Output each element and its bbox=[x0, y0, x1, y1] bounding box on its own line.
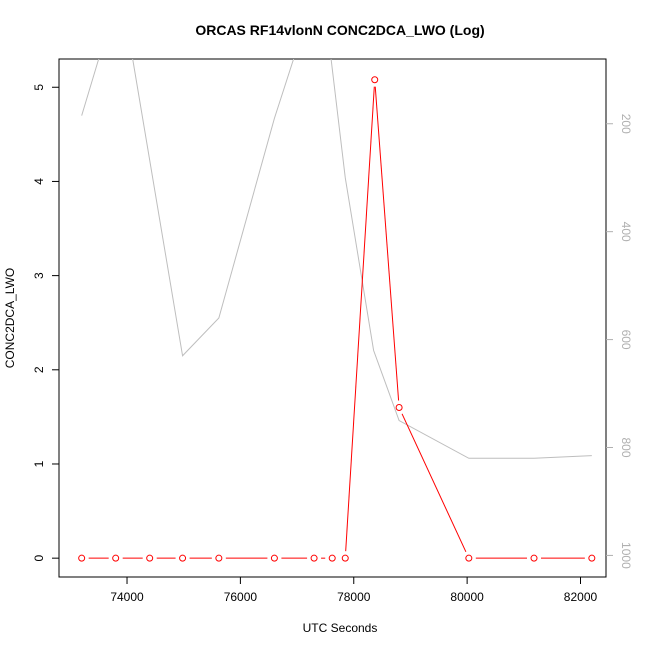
series-0-point-0 bbox=[78, 554, 86, 562]
series-0-point-3 bbox=[179, 554, 187, 562]
y-axis-label: CONC2DCA_LWO bbox=[3, 268, 17, 368]
y2-tick-label-3: 800 bbox=[619, 437, 633, 457]
series-0-point-11 bbox=[465, 554, 473, 562]
series-0-point-10 bbox=[395, 403, 403, 411]
y-tick-label-5: 5 bbox=[32, 84, 46, 91]
y2-tick-label-1: 400 bbox=[619, 222, 633, 242]
x-tick-label-0: 74000 bbox=[110, 590, 144, 604]
y-axis: 0 1 2 3 4 5 bbox=[32, 84, 59, 562]
series-0-segment-8 bbox=[345, 86, 375, 552]
series-0-point-1 bbox=[112, 554, 120, 562]
series-0-point-12 bbox=[530, 554, 538, 562]
series-0-point-6 bbox=[310, 554, 318, 562]
y-tick-label-4: 4 bbox=[32, 178, 46, 185]
series-layer bbox=[78, 59, 596, 562]
y-tick-label-3: 3 bbox=[32, 272, 46, 279]
x-tick-label-3: 80000 bbox=[450, 590, 484, 604]
series-0-point-5 bbox=[270, 554, 278, 562]
x-tick-label-1: 76000 bbox=[224, 590, 258, 604]
series-0-point-7 bbox=[328, 554, 336, 562]
series-0-segment-10 bbox=[401, 413, 467, 553]
x-tick-label-2: 78000 bbox=[337, 590, 371, 604]
series-0-segment-9 bbox=[374, 86, 400, 401]
y-tick-label-0: 0 bbox=[32, 555, 46, 562]
secondary-y-axis: 200 400 600 800 1000 bbox=[606, 114, 633, 569]
series-0-point-9 bbox=[371, 76, 379, 84]
y2-tick-label-0: 200 bbox=[619, 114, 633, 134]
x-tick-label-4: 82000 bbox=[564, 590, 598, 604]
series-0-point-2 bbox=[146, 554, 154, 562]
series-0-point-4 bbox=[215, 554, 223, 562]
series-0-point-8 bbox=[341, 554, 349, 562]
x-axis-label: UTC Seconds bbox=[303, 621, 378, 635]
y2-tick-label-2: 600 bbox=[619, 330, 633, 350]
plot-frame bbox=[58, 58, 607, 578]
y-tick-label-1: 1 bbox=[32, 460, 46, 467]
chart-title: ORCAS RF14vlonN CONC2DCA_LWO (Log) bbox=[195, 22, 484, 38]
series-0-point-13 bbox=[588, 554, 596, 562]
y-tick-label-2: 2 bbox=[32, 366, 46, 373]
series-1-line bbox=[81, 59, 592, 459]
y2-tick-label-4: 1000 bbox=[619, 542, 633, 569]
x-axis: 74000 76000 78000 80000 82000 bbox=[110, 577, 598, 604]
